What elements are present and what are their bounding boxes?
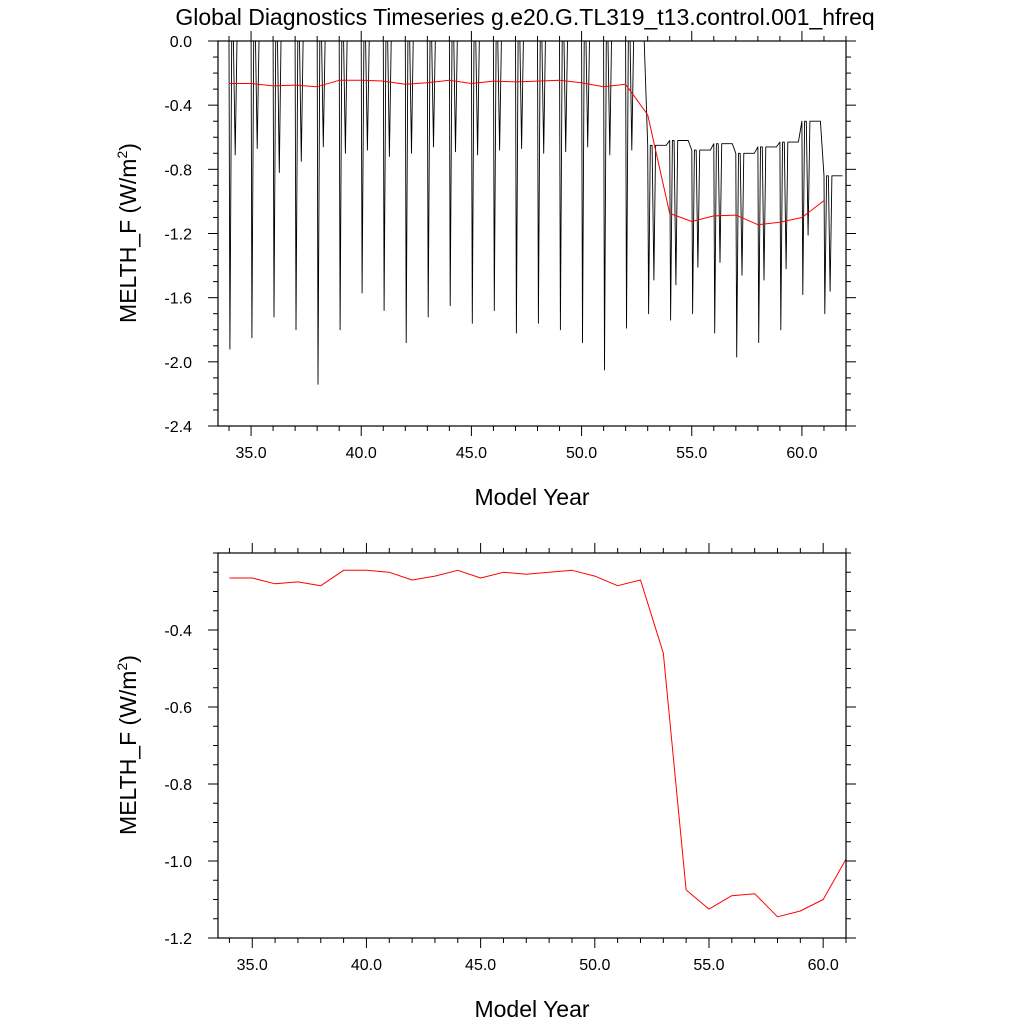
x-tick-label: 40.0	[351, 957, 382, 974]
x-axis-label: Model Year	[474, 484, 589, 510]
x-tick-label: 45.0	[465, 957, 496, 974]
chart-title: Global Diagnostics Timeseries g.e20.G.TL…	[175, 4, 874, 30]
plot-frame	[217, 40, 847, 427]
y-axis-label-main: MELTH_F (W/m	[115, 671, 141, 835]
y-axis-label: MELTH_F (W/m2)	[114, 143, 141, 323]
monthly-series-line	[228, 40, 843, 385]
plot-frame	[217, 552, 847, 939]
x-tick-label: 55.0	[676, 445, 707, 462]
top-panel: 35.0 40.0 45.0 50.0 55.0 60.0 0.0 -0.4 -0.8 -1.2 -…	[114, 31, 856, 510]
y-axis-label-end: )	[115, 655, 141, 663]
x-axis-label: Model Year	[474, 996, 589, 1022]
x-tick-label: 55.0	[693, 957, 724, 974]
y-tick-label: -0.8	[164, 162, 192, 179]
annual-series-line	[229, 569, 847, 918]
y-tick-label: -1.0	[164, 854, 192, 871]
x-tick-label: 45.0	[456, 445, 487, 462]
x-tick-label: 50.0	[579, 957, 610, 974]
x-tick-label: 50.0	[566, 445, 597, 462]
y-tick-label: -2.4	[164, 419, 192, 436]
y-tick-label: -0.4	[164, 623, 192, 640]
y-tick-label: -2.0	[164, 355, 192, 372]
x-tick-label: 60.0	[808, 957, 839, 974]
x-tick-label: 35.0	[237, 957, 268, 974]
y-axis-label-superscript: 2	[114, 151, 130, 159]
y-tick-label: -0.8	[164, 777, 192, 794]
y-tick-label: -0.6	[164, 700, 192, 717]
y-tick-label: -0.4	[164, 98, 192, 115]
x-tick-label: 40.0	[346, 445, 377, 462]
y-tick-label: -1.2	[164, 931, 192, 948]
x-tick-label: 60.0	[786, 445, 817, 462]
y-tick-label: -1.2	[164, 227, 192, 244]
annual-series-line	[229, 79, 825, 226]
y-axis-label-end: )	[115, 143, 141, 151]
bottom-panel: 35.0 40.0 45.0 50.0 55.0 60.0 -0.4 -0.6 -0.8 -1.0…	[114, 543, 856, 1022]
x-tick-label: 35.0	[235, 445, 266, 462]
y-axis-label: MELTH_F (W/m2)	[114, 655, 141, 835]
y-axis-label-main: MELTH_F (W/m	[115, 159, 141, 323]
y-tick-label: 0.0	[170, 34, 192, 51]
y-tick-label: -1.6	[164, 291, 192, 308]
y-axis-label-superscript: 2	[114, 663, 130, 671]
